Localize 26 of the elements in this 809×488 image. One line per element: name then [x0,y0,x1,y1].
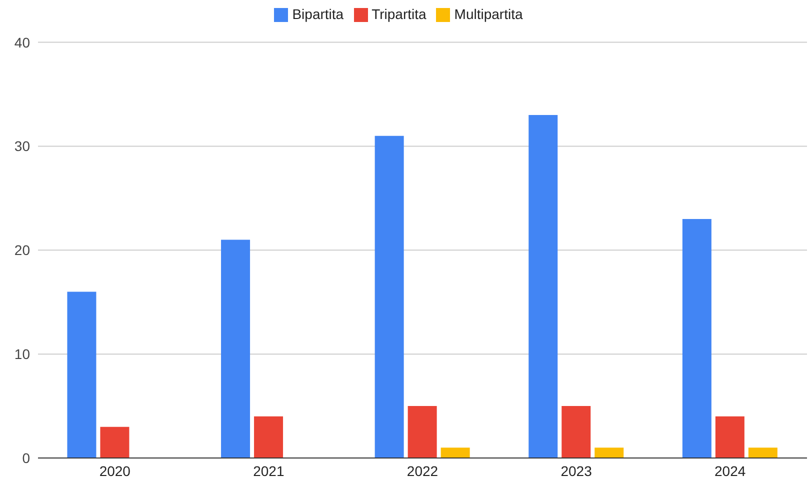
y-tick-label: 30 [14,138,30,154]
bar [221,240,250,458]
bar [440,448,470,458]
legend-label: Multipartita [454,6,523,22]
x-tick-label: 2024 [714,462,746,479]
y-tick-label: 40 [14,34,30,50]
x-tick-label: 2021 [253,462,284,479]
bar [374,136,404,458]
y-tick-label: 20 [14,242,30,258]
x-tick-label: 2020 [99,462,131,479]
bar [408,406,437,458]
bar [67,292,96,458]
x-tick-label: 2022 [406,462,438,479]
bar [715,416,744,458]
x-tick-label: 2023 [560,462,592,479]
bar [748,448,778,458]
bar [528,115,558,458]
legend-label: Tripartita [372,6,426,22]
y-tick-label: 0 [22,450,30,466]
bar [100,426,130,458]
y-tick-label: 10 [14,346,30,362]
bar [594,448,624,458]
bar [254,416,284,458]
bar [682,218,712,458]
bar [562,406,591,458]
legend-label: Bipartita [292,6,344,22]
